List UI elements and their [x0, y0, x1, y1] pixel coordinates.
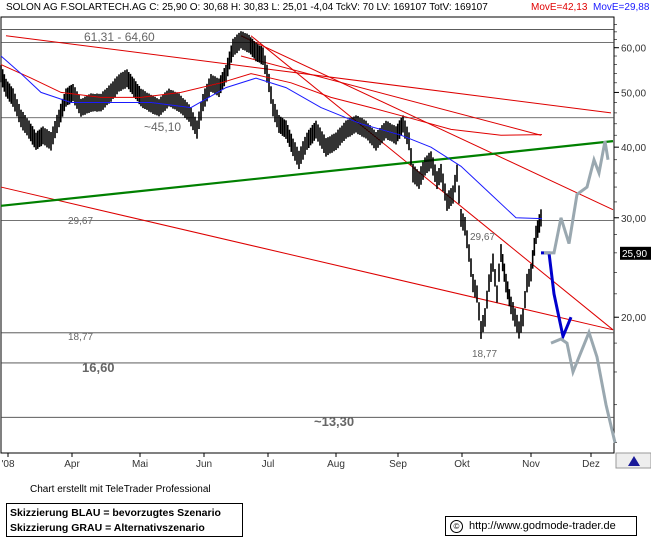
annotation-45: ~45,10	[144, 120, 181, 134]
y-tick-label-4: 60,00	[621, 44, 646, 55]
moving-average-blue-label: MovE=29,88	[593, 2, 650, 13]
chart-credit: Chart erstellt mit TeleTrader Profession…	[30, 484, 211, 495]
y-tick-label-0: 20,00	[621, 313, 646, 324]
legend-blue-scenario: Skizzierung BLAU = bevorzugtes Szenario	[10, 507, 221, 519]
x-tick-label-1: Apr	[64, 459, 80, 470]
annotation-61-64: 61,31 - 64,60	[84, 30, 155, 44]
x-tick-label-3: Jun	[196, 459, 212, 470]
legend-grey-scenario: Skizzierung GRAU = Alternativszenario	[10, 522, 205, 534]
annotation-18-77-left: 18,77	[68, 332, 93, 343]
moving-average-blue-line	[0, 55, 543, 220]
copyright-icon: ©	[450, 519, 463, 533]
y-tick-label-2: 40,00	[621, 143, 646, 154]
x-tick-label-7: Okt	[454, 459, 470, 470]
moving-average-red-label: MovE=42,13	[531, 2, 588, 13]
annotation-18-77-right: 18,77	[472, 349, 497, 360]
scenario-legend: Skizzierung BLAU = bevorzugtes Szenario …	[6, 503, 243, 537]
x-tick-label-8: Nov	[522, 459, 540, 470]
source-url[interactable]: http://www.godmode-trader.de	[469, 520, 616, 532]
source-url-box[interactable]: © http://www.godmode-trader.de	[445, 516, 637, 536]
y-tick-label-3: 50,00	[621, 88, 646, 99]
x-tick-label-6: Sep	[389, 459, 407, 470]
scenario-grey-up-path	[544, 140, 610, 255]
scroll-arrow-icon	[628, 456, 640, 466]
last-price-label: 25,90	[622, 249, 647, 260]
annotation-29-67-left: 29,67	[68, 216, 93, 227]
scenario-grey-down-path	[550, 328, 617, 443]
annotation-16-60: 16,60	[82, 360, 115, 375]
chart-header: SOLON AG F.SOLARTECH.AG C: 25,90 O: 30,6…	[0, 0, 651, 16]
trendline-red-1	[240, 55, 542, 136]
x-tick-label-9: Dez	[582, 459, 600, 470]
y-tick-label-1: 30,00	[621, 214, 646, 225]
x-tick-label-0: '08	[1, 459, 14, 470]
moving-average-red-line	[0, 64, 543, 136]
x-tick-label-4: Jul	[262, 459, 275, 470]
last-price-tag	[620, 246, 651, 260]
trendline-green-5	[0, 140, 614, 207]
x-tick-label-5: Aug	[327, 459, 345, 470]
plot-frame	[0, 16, 615, 454]
annotation-29-67-right: 29,67	[470, 232, 495, 243]
x-tick-label-2: Mai	[132, 459, 148, 470]
chart-title-quote: SOLON AG F.SOLARTECH.AG C: 25,90 O: 30,6…	[6, 2, 488, 13]
annotation-13-30: ~13,30	[314, 414, 354, 429]
